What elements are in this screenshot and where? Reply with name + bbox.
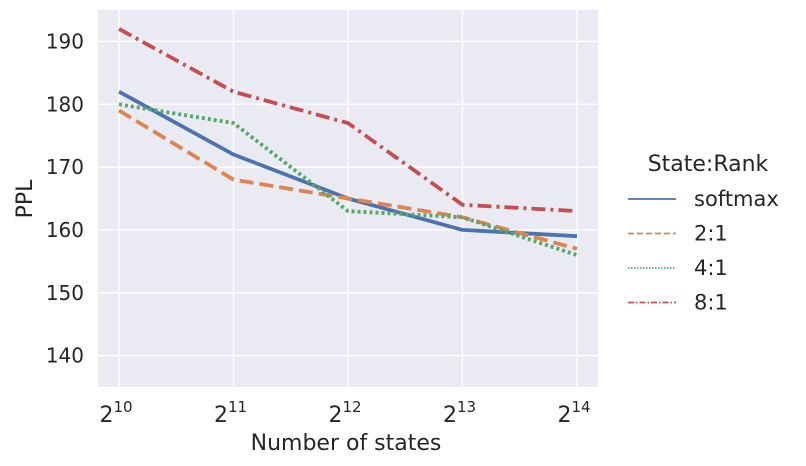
x-tick-label: 211 — [214, 398, 247, 428]
y-tick-label: 180 — [46, 92, 84, 116]
y-tick-label: 190 — [46, 29, 84, 53]
grid — [98, 10, 598, 387]
legend: State:Rank softmax 2:1 4:1 8:1 — [628, 152, 779, 315]
y-axis-title: PPL — [13, 179, 38, 219]
x-tick-label: 212 — [328, 398, 361, 428]
legend-label: 2:1 — [694, 222, 728, 246]
legend-label: 8:1 — [694, 291, 728, 315]
x-tick-label: 213 — [443, 398, 476, 428]
y-tick-label: 140 — [46, 344, 84, 368]
legend-title: State:Rank — [648, 152, 769, 177]
series-layer — [118, 27, 578, 257]
y-tick-label: 150 — [46, 281, 84, 305]
x-axis-title: Number of states — [251, 431, 442, 456]
y-ticks: 140 150 160 170 180 190 — [46, 29, 84, 367]
y-tick-label: 170 — [46, 155, 84, 179]
x-tick-label: 210 — [99, 398, 132, 428]
x-tick-label: 214 — [557, 398, 590, 428]
y-tick-label: 160 — [46, 218, 84, 242]
legend-label: 4:1 — [694, 256, 728, 280]
x-ticks: 210 211 212 213 214 — [99, 398, 590, 428]
series-line-4-1 — [118, 102, 578, 257]
legend-items: softmax 2:1 4:1 8:1 — [628, 187, 779, 315]
series-line-8-1 — [118, 27, 578, 213]
series-line-2-1 — [118, 108, 578, 251]
legend-label: softmax — [694, 187, 779, 211]
